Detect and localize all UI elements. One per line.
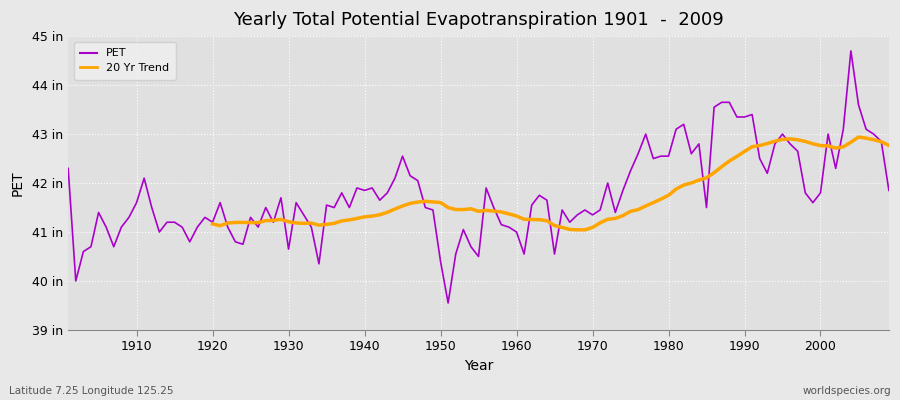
PET	[884, 188, 895, 193]
20 Yr Trend	[572, 228, 582, 232]
20 Yr Trend	[686, 180, 697, 185]
20 Yr Trend	[412, 200, 423, 204]
20 Yr Trend	[298, 221, 309, 226]
20 Yr Trend	[853, 135, 864, 140]
Text: Latitude 7.25 Longitude 125.25: Latitude 7.25 Longitude 125.25	[9, 386, 174, 396]
20 Yr Trend	[207, 222, 218, 226]
Title: Yearly Total Potential Evapotranspiration 1901  -  2009: Yearly Total Potential Evapotranspiratio…	[233, 11, 724, 29]
20 Yr Trend	[884, 143, 895, 148]
PET	[511, 230, 522, 234]
Y-axis label: PET: PET	[11, 170, 25, 196]
20 Yr Trend	[792, 137, 803, 142]
PET	[610, 210, 621, 215]
Legend: PET, 20 Yr Trend: PET, 20 Yr Trend	[74, 42, 176, 80]
Line: PET: PET	[68, 51, 889, 303]
PET	[845, 48, 856, 53]
PET	[63, 166, 74, 171]
PET	[337, 190, 347, 195]
PET	[443, 300, 454, 305]
20 Yr Trend	[777, 137, 788, 142]
Line: 20 Yr Trend: 20 Yr Trend	[212, 137, 889, 230]
X-axis label: Year: Year	[464, 359, 493, 373]
20 Yr Trend	[868, 137, 879, 142]
PET	[291, 200, 302, 205]
PET	[123, 215, 134, 220]
PET	[518, 252, 529, 256]
Text: worldspecies.org: worldspecies.org	[803, 386, 891, 396]
